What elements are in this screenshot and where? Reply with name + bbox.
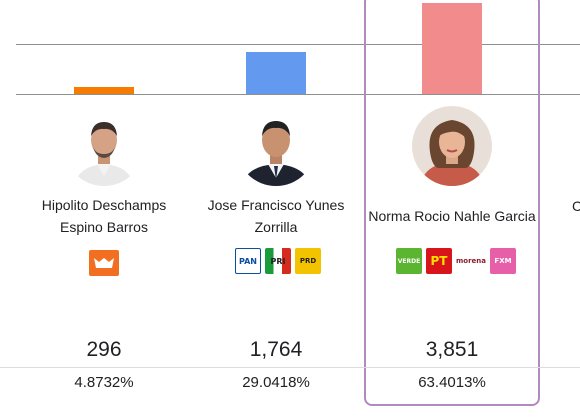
verde-party-logo: VERDE (396, 248, 422, 274)
votes-row-separator (0, 367, 580, 368)
candidate-name-line1: Hipolito Deschamps (41, 197, 167, 213)
party-logos-norma: VERDE PT morena FXM (396, 248, 516, 274)
bar-norma-rocio-nahle (422, 3, 482, 94)
percent-norma: 63.4013% (418, 374, 486, 391)
pan-party-logo: PAN (235, 248, 261, 274)
party-logos-jose: PAN PRI PRD (235, 248, 321, 274)
chart-baseline (16, 94, 580, 95)
candidate-name-line1: Jose Francisco Yunes (207, 197, 345, 213)
votes-hipolito: 296 (86, 338, 122, 361)
next-candidate-name-partial: C (572, 198, 580, 214)
chart-gridline-top (16, 44, 580, 45)
bar-hipolito-deschamps (74, 87, 134, 94)
fxm-party-logo: FXM (490, 248, 516, 274)
pt-party-logo: PT (426, 248, 452, 274)
party-logos-hipolito (89, 250, 119, 276)
candidate-name-norma: Norma Rocio Nahle Garcia (364, 205, 540, 227)
candidate-name-jose: Jose Francisco Yunes Zorrilla (188, 194, 364, 238)
votes-jose: 1,764 (249, 338, 303, 361)
candidate-name-line2: Espino Barros (60, 219, 148, 235)
avatar-hipolito-deschamps (64, 106, 144, 186)
mc-party-logo (89, 250, 119, 276)
morena-party-logo: morena (456, 248, 486, 274)
bar-jose-francisco-yunes (246, 52, 306, 94)
candidate-name-line1: Norma Rocio Nahle Garcia (368, 208, 536, 224)
avatar-norma-rocio-nahle (412, 106, 492, 186)
percent-jose: 29.0418% (242, 374, 310, 391)
percent-hipolito: 4.8732% (74, 374, 134, 391)
votes-norma: 3,851 (425, 338, 479, 361)
candidate-name-hipolito: Hipolito Deschamps Espino Barros (16, 194, 192, 238)
winner-card-highlight[interactable] (364, 0, 540, 406)
prd-party-logo: PRD (295, 248, 321, 274)
avatar-jose-francisco-yunes (236, 106, 316, 186)
pri-party-logo: PRI (265, 248, 291, 274)
candidate-name-line2: Zorrilla (254, 219, 298, 235)
